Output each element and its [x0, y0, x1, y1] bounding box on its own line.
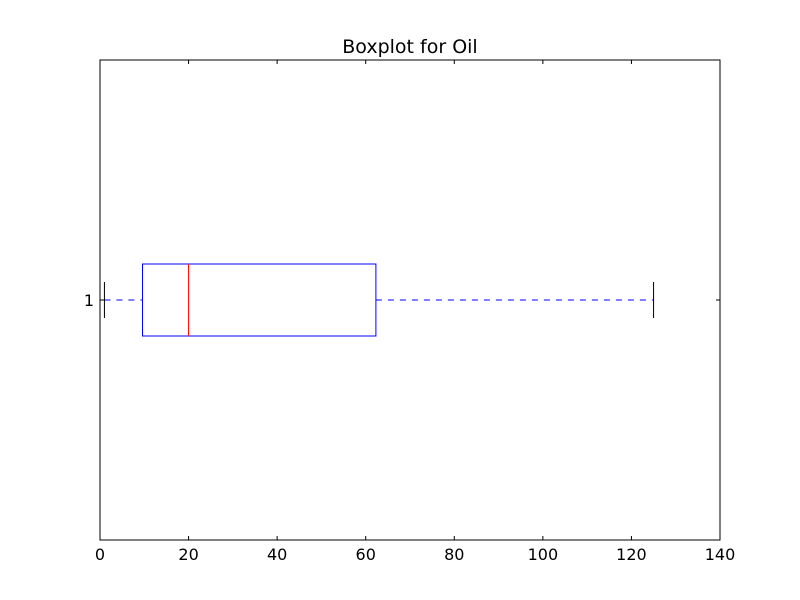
x-tick-label: 120	[616, 545, 647, 564]
y-tick-label: 1	[84, 291, 94, 310]
box-1	[103, 263, 655, 337]
x-tick-label: 60	[356, 545, 376, 564]
y-axis-ticks: 1	[84, 291, 720, 310]
x-tick-label: 40	[267, 545, 287, 564]
x-tick-label: 0	[95, 545, 105, 564]
iqr-box	[142, 263, 377, 337]
box-series	[103, 263, 655, 337]
plot-frame	[99, 59, 721, 541]
x-tick-label: 20	[178, 545, 198, 564]
x-tick-label: 80	[444, 545, 464, 564]
chart-title: Boxplot for Oil	[342, 36, 477, 58]
x-tick-label: 140	[705, 545, 736, 564]
x-axis-ticks: 0 20 40 60 80 100 120 140	[95, 60, 735, 564]
x-tick-label: 100	[528, 545, 559, 564]
